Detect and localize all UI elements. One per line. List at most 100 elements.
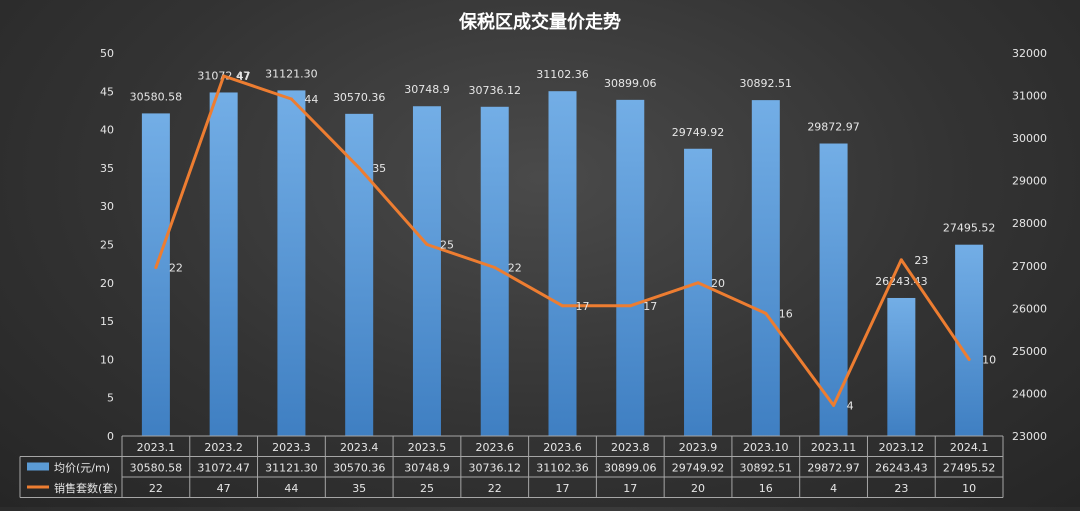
- right-axis-tick-label: 24000: [1012, 387, 1047, 400]
- bar-data-label: 31121.30: [265, 67, 318, 80]
- left-axis-tick-label: 25: [100, 239, 114, 252]
- chart-title: 保税区成交量价走势: [458, 11, 621, 33]
- table-cell: 23: [894, 482, 908, 495]
- category-label: 2023.4: [340, 441, 379, 454]
- bar-data-label: 30580.58: [130, 90, 183, 103]
- line-data-labels: 22 47 44 35 25 22 17 17 20 16 4 23 10: [169, 70, 996, 412]
- left-axis-tick-label: 50: [100, 47, 114, 60]
- right-axis-tick-label: 30000: [1012, 132, 1047, 145]
- bar-data-label: 30736.12: [468, 84, 521, 97]
- line-data-label: 22: [169, 261, 183, 274]
- table-cell: 10: [962, 482, 976, 495]
- left-axis-tick-label: 30: [100, 200, 114, 213]
- bar-data-label: 31102.36: [536, 68, 589, 81]
- right-axis-tick-label: 27000: [1012, 260, 1047, 273]
- category-label: 2023.9: [679, 441, 718, 454]
- bar: [209, 92, 238, 436]
- line-point: [222, 74, 226, 78]
- table-cell: 31121.30: [265, 462, 318, 475]
- bar: [277, 90, 306, 437]
- line-point: [764, 311, 768, 315]
- data-table: 2023.1 2023.2 2023.3 2023.4 2023.5 2023.6 2023…: [19, 435, 1004, 498]
- table-cell: 44: [284, 482, 298, 495]
- line-point: [154, 265, 158, 269]
- line-data-label: 17: [643, 300, 657, 313]
- line-point: [696, 281, 700, 285]
- line-data-label: 16: [779, 307, 793, 320]
- line-data-label: 17: [576, 300, 590, 313]
- left-axis-tick-label: 20: [100, 277, 114, 290]
- legend-label: 销售套数(套): [54, 481, 118, 495]
- right-axis-tick-label: 32000: [1012, 47, 1047, 60]
- line-point: [561, 304, 564, 308]
- table-cell: 27495.52: [943, 462, 996, 475]
- axes: 0 5 10 15 20 25 30 35 40 45 50 23000 24000 25000 26000…: [100, 47, 1047, 443]
- bar: [751, 100, 780, 436]
- category-label: 2023.8: [611, 441, 650, 454]
- table-cell: 16: [759, 482, 773, 495]
- bar: [684, 148, 713, 436]
- right-axis-tick-label: 23000: [1012, 430, 1047, 443]
- bar-series: [141, 90, 984, 437]
- right-axis-tick-label: 25000: [1012, 345, 1047, 358]
- line-data-label: 44: [304, 93, 318, 106]
- table-cell: 17: [556, 482, 570, 495]
- line-point: [493, 265, 497, 269]
- bar: [412, 106, 441, 436]
- table-cell: 30570.36: [333, 462, 386, 475]
- line-point: [425, 243, 429, 246]
- category-label: 2023.1: [137, 441, 176, 454]
- table-cell: 47: [217, 482, 231, 495]
- table-cell: 22: [149, 482, 163, 495]
- bar: [955, 244, 984, 436]
- line-point: [628, 304, 632, 308]
- bar-data-label: 30892.51: [740, 77, 793, 90]
- bar: [887, 297, 916, 436]
- bar: [141, 113, 170, 436]
- line-data-label: 35: [372, 162, 386, 175]
- bar-data-label: 30899.06: [604, 77, 657, 90]
- right-axis-tick-label: 29000: [1012, 175, 1047, 188]
- line-point: [899, 258, 903, 262]
- category-label: 2024.1: [950, 441, 989, 454]
- legend-key-bar: [27, 462, 49, 471]
- line-data-label: 20: [711, 277, 725, 290]
- bar: [345, 113, 374, 437]
- left-axis-tick-label: 40: [100, 124, 114, 137]
- bar: [616, 99, 645, 437]
- table-cell: 30736.12: [468, 462, 521, 475]
- line-data-label: 4: [847, 399, 854, 412]
- line-data-label: 10: [982, 353, 996, 366]
- left-axis-tick-label: 5: [107, 392, 114, 405]
- table-cell: 25: [420, 482, 434, 495]
- table-cell: 30899.06: [604, 462, 657, 475]
- table-cell: 22: [488, 482, 502, 495]
- right-axis-tick-label: 31000: [1012, 90, 1047, 103]
- category-label: 2023.6: [543, 441, 582, 454]
- table-cell: 31072.47: [197, 462, 250, 475]
- left-axis-tick-label: 35: [100, 162, 114, 175]
- bar-data-label: 30748.9: [404, 83, 450, 96]
- line-series: [154, 74, 971, 407]
- table-cell: 29872.97: [807, 462, 860, 475]
- left-axis-tick-label: 0: [107, 430, 114, 443]
- right-axis-tick-label: 26000: [1012, 302, 1047, 315]
- left-axis-tick-label: 45: [100, 85, 114, 98]
- table-cell: 30580.58: [130, 462, 183, 475]
- legend-label: 均价(元/m): [54, 462, 110, 475]
- table-cell: 30748.9: [404, 462, 450, 475]
- category-label: 2023.5: [408, 441, 447, 454]
- table-cell: 29749.92: [672, 462, 725, 475]
- table-cell: 31102.36: [536, 462, 589, 475]
- category-label: 2023.6: [475, 441, 514, 454]
- line-point: [357, 166, 361, 170]
- line-data-label: 22: [508, 261, 522, 274]
- category-label: 2023.3: [272, 441, 311, 454]
- category-label: 2023.12: [879, 441, 925, 454]
- table-cell: 17: [623, 482, 637, 495]
- left-axis-tick-label: 15: [100, 315, 114, 328]
- table-cell: 20: [691, 482, 705, 495]
- bar: [548, 91, 577, 436]
